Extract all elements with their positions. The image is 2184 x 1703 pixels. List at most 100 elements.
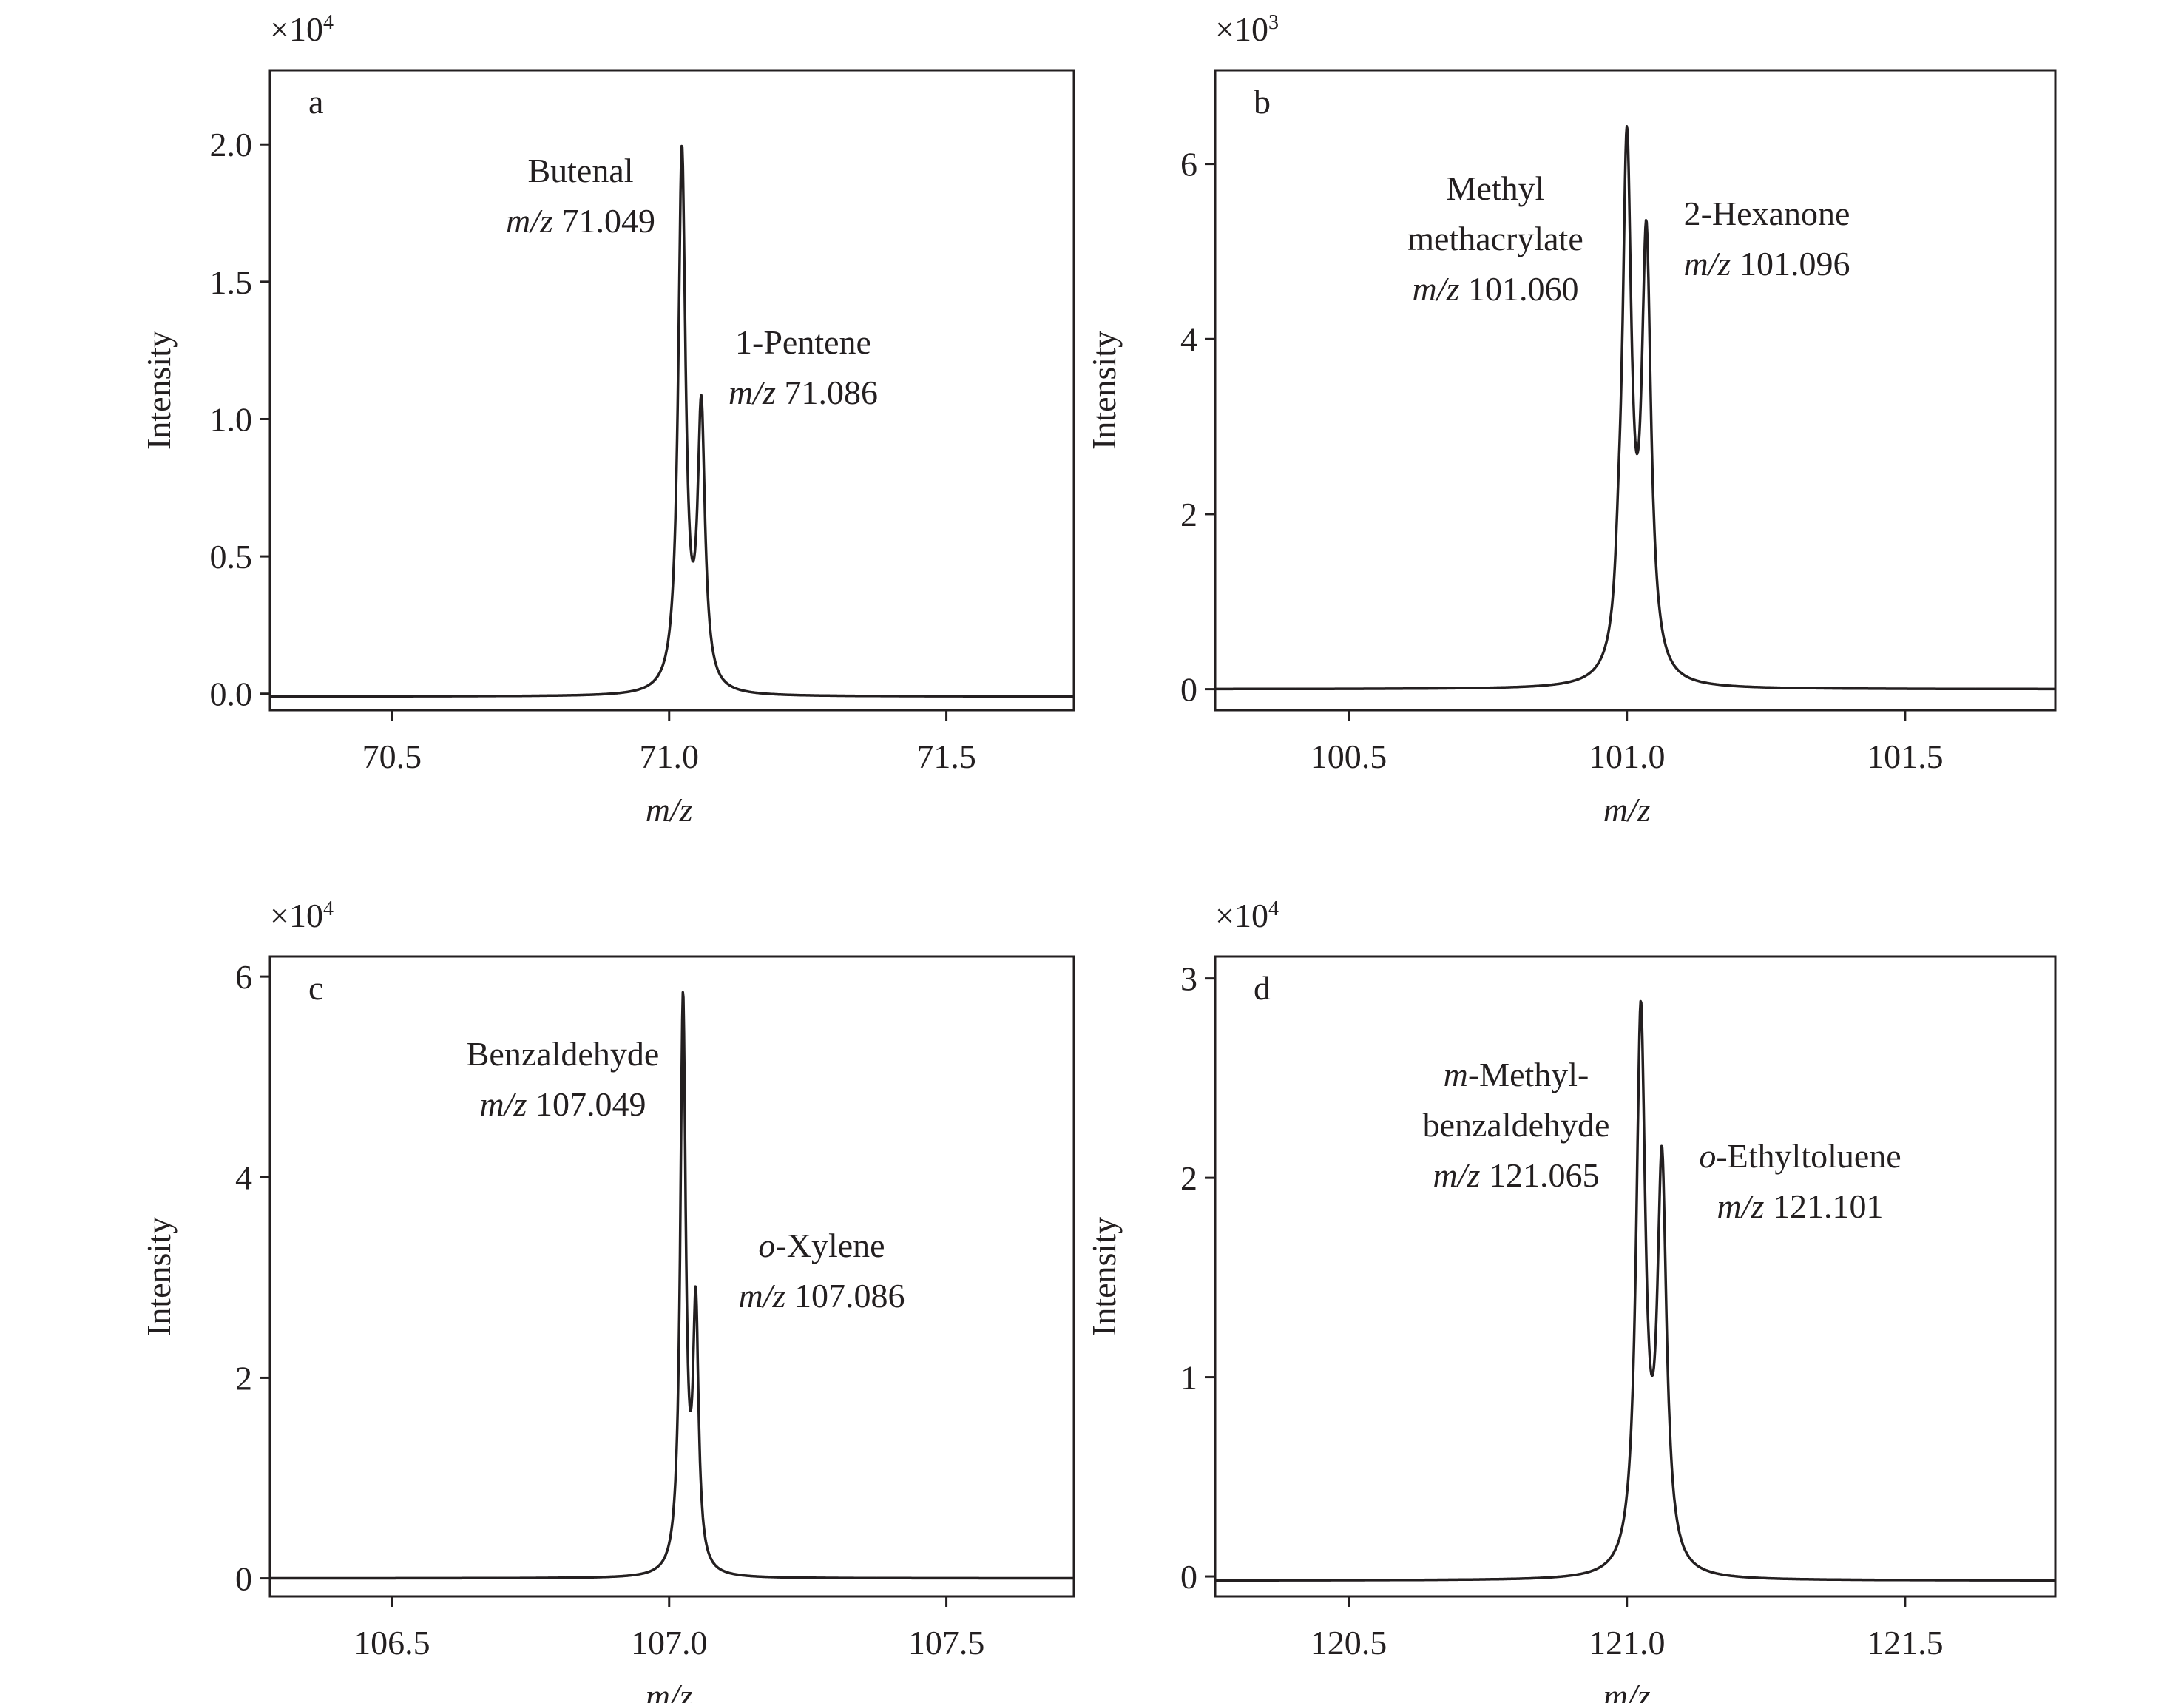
- x-tick-label: 121.0: [1589, 1624, 1666, 1662]
- multiplier-base: ×10: [270, 10, 323, 48]
- y-axis-label: Intensity: [1085, 1217, 1123, 1336]
- peak-annotation-part: m/z: [1413, 270, 1460, 308]
- x-tick-label: 107.0: [631, 1624, 708, 1662]
- spectrum-line: [269, 991, 1075, 1580]
- x-tick-label: 101.0: [1589, 738, 1666, 775]
- peak-annotation: o-Xylene: [758, 1227, 885, 1264]
- y-tick-label: 0.0: [210, 675, 253, 713]
- peak-annotation: Butenal: [527, 152, 633, 189]
- x-axis-label-part: m/z: [1603, 1677, 1651, 1703]
- peak-annotation-part: methacrylate: [1407, 220, 1583, 257]
- x-tick-label: 120.5: [1311, 1624, 1387, 1662]
- peak-annotation: m/z 71.086: [728, 374, 878, 411]
- axis-multiplier: ×104: [270, 897, 334, 934]
- y-tick-label: 1.0: [210, 400, 253, 438]
- peak-annotation: m/z 101.096: [1684, 245, 1850, 283]
- peak-annotation-part: benzaldehyde: [1423, 1106, 1610, 1144]
- peak-annotation-part: 101.060: [1459, 270, 1578, 308]
- peak-annotation-part: 1-Pentene: [735, 323, 871, 361]
- peak-annotation: m/z 121.101: [1717, 1187, 1884, 1225]
- plot-frame: [1214, 955, 2057, 1598]
- multiplier-base: ×10: [1215, 897, 1268, 934]
- peak-annotation-part: -Methyl-: [1468, 1056, 1589, 1093]
- peak-annotation-part: 101.096: [1731, 245, 1850, 283]
- panel-a: 70.5 71.0 71.5 0.0 0.5 1.0 1.5 2.0 ×104 a m/z Inten…: [140, 10, 1075, 829]
- plot-frame: [1214, 69, 2057, 712]
- multiplier-exponent: 4: [323, 897, 334, 920]
- x-tick-label: 107.5: [908, 1624, 985, 1662]
- panel-label: a: [308, 83, 323, 121]
- peak-annotation: benzaldehyde: [1423, 1106, 1610, 1144]
- plot-frame: [268, 955, 1075, 1598]
- y-tick-label: 4: [235, 1159, 252, 1196]
- peak-annotation-part: 2-Hexanone: [1684, 195, 1850, 232]
- peak-annotation-part: m/z: [1684, 245, 1731, 283]
- y-tick-label: 6: [235, 958, 252, 996]
- peak-annotation-part: 71.086: [776, 374, 878, 411]
- peak-annotation-part: 107.049: [527, 1085, 646, 1123]
- multiplier-exponent: 3: [1268, 11, 1279, 34]
- plot-frame: [268, 69, 1075, 712]
- x-axis-label: m/z: [646, 1677, 693, 1703]
- y-tick-label: 1.5: [210, 263, 253, 301]
- multiplier-base: ×10: [270, 897, 323, 934]
- x-tick-label: 121.5: [1867, 1624, 1944, 1662]
- peak-annotation-part: Benzaldehyde: [467, 1035, 660, 1073]
- x-tick-label: 106.5: [354, 1624, 430, 1662]
- panel-c: 106.5 107.0 107.50246×104cm/zIntensityBenz…: [140, 897, 1075, 1703]
- axis-multiplier: ×104: [1215, 897, 1279, 934]
- x-axis-label: m/z: [646, 791, 693, 829]
- x-axis-label-part: m/z: [646, 1677, 693, 1703]
- axis-multiplier: ×104: [270, 10, 334, 48]
- peak-annotation: 2-Hexanone: [1684, 195, 1850, 232]
- peak-annotation-part: 121.065: [1480, 1156, 1599, 1194]
- peak-annotation: m/z 121.065: [1433, 1156, 1600, 1194]
- peak-annotation: m-Methyl-: [1444, 1056, 1589, 1093]
- x-axis-label-part: m/z: [646, 791, 693, 829]
- peak-annotation: 1-Pentene: [735, 323, 871, 361]
- peak-annotation: Benzaldehyde: [467, 1035, 660, 1073]
- axis-multiplier: ×103: [1215, 10, 1279, 48]
- y-tick-label: 0: [235, 1560, 252, 1598]
- peak-annotation: m/z 107.086: [739, 1277, 905, 1315]
- y-tick-label: 2: [235, 1359, 252, 1397]
- y-tick-label: 0: [1180, 1558, 1197, 1596]
- peak-annotation-part: Methyl: [1447, 169, 1545, 207]
- x-axis-label-part: m/z: [1603, 791, 1651, 829]
- peak-annotation-part: m: [1444, 1056, 1468, 1093]
- multiplier-exponent: 4: [323, 11, 334, 34]
- peak-annotation-part: 71.049: [553, 202, 655, 240]
- y-tick-label: 1: [1180, 1359, 1197, 1397]
- peak-annotation-part: 107.086: [785, 1277, 905, 1315]
- peak-annotation-part: -Ethyltoluene: [1716, 1137, 1901, 1175]
- panel-label: b: [1254, 83, 1271, 121]
- multiplier-base: ×10: [1215, 10, 1268, 48]
- peak-annotation: m/z 107.049: [480, 1085, 646, 1123]
- peak-annotation: m/z 71.049: [506, 202, 655, 240]
- peak-annotation-part: m/z: [506, 202, 553, 240]
- spectrum-line: [269, 144, 1075, 698]
- peak-annotation-part: 121.101: [1764, 1187, 1883, 1225]
- y-tick-label: 2.0: [210, 126, 253, 163]
- x-axis-label: m/z: [1603, 1677, 1651, 1703]
- peak-annotation-part: m/z: [739, 1277, 786, 1315]
- x-tick-label: 100.5: [1311, 738, 1387, 775]
- y-axis-label: Intensity: [140, 1217, 178, 1336]
- spectrum-line: [1214, 124, 2056, 691]
- peak-annotation-part: m/z: [728, 374, 776, 411]
- y-tick-label: 3: [1180, 960, 1197, 998]
- peak-annotation-part: -Xylene: [775, 1227, 885, 1264]
- x-axis-label: m/z: [1603, 791, 1651, 829]
- panel-label: d: [1254, 969, 1271, 1007]
- spectrum-line: [1214, 999, 2056, 1582]
- y-tick-label: 4: [1180, 320, 1197, 358]
- y-tick-label: 6: [1180, 146, 1197, 183]
- peak-annotation-part: m/z: [1433, 1156, 1481, 1194]
- x-tick-label: 71.0: [640, 738, 700, 775]
- y-tick-label: 2: [1180, 496, 1197, 533]
- y-axis-label: Intensity: [1085, 331, 1123, 450]
- x-tick-label: 101.5: [1867, 738, 1944, 775]
- multiplier-exponent: 4: [1268, 897, 1279, 920]
- y-tick-label: 0.5: [210, 538, 253, 576]
